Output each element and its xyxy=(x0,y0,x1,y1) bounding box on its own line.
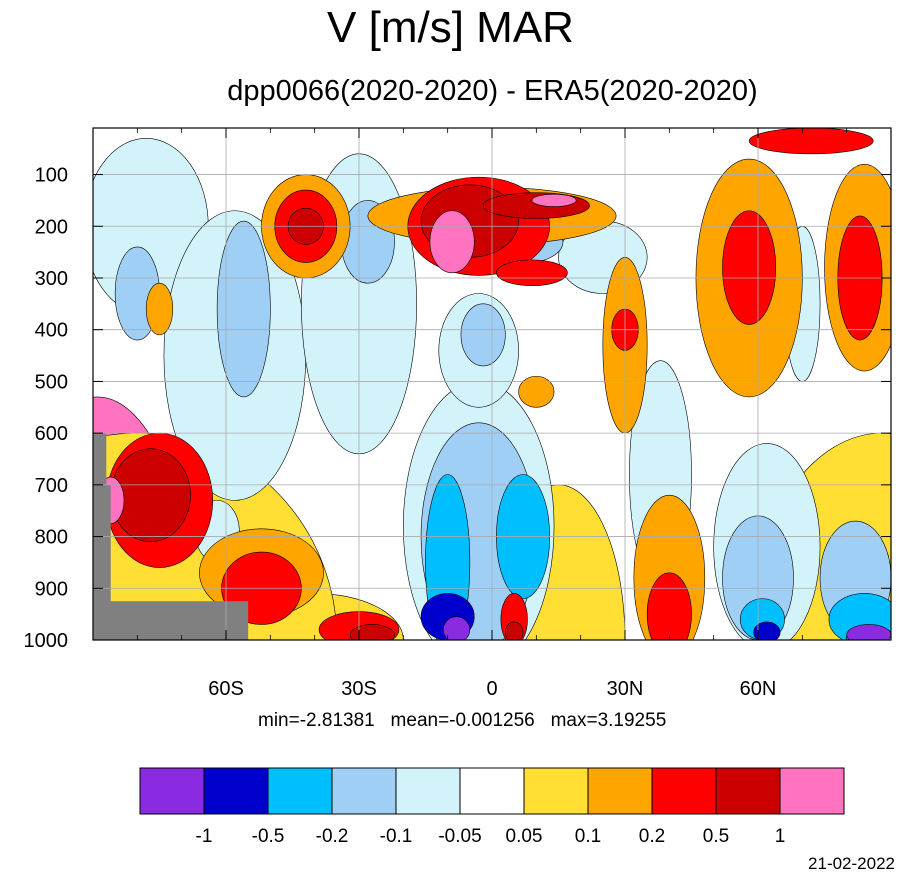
y-tick-label-9: 1000 xyxy=(24,630,69,652)
grid-lines xyxy=(93,128,891,640)
contour-blob-41 xyxy=(496,259,568,287)
contour-blob-59 xyxy=(646,572,692,640)
colorbar-box-4 xyxy=(395,767,461,815)
x-tick-label-1: 30S xyxy=(341,678,377,700)
stats-line: min=-2.81381 mean=-0.001256 max=3.19255 xyxy=(258,710,667,731)
y-tick-label-2: 300 xyxy=(35,268,68,290)
colorbar-box-6 xyxy=(523,767,589,815)
contour-blob-45 xyxy=(722,210,777,325)
contour-blob-18 xyxy=(460,303,506,367)
colorbar-box-8 xyxy=(651,767,717,815)
y-tick-label-0: 100 xyxy=(35,165,68,187)
colorbar-box-7 xyxy=(587,767,653,815)
y-tick-label-3: 400 xyxy=(35,320,68,342)
x-tick-label-3: 30N xyxy=(607,678,644,700)
contour-blob-48 xyxy=(748,128,874,155)
contour-blob-40 xyxy=(429,210,475,274)
contour-blob-61 xyxy=(518,375,555,408)
chart-title: V [m/s] MAR xyxy=(327,3,574,52)
contour-blob-26 xyxy=(753,621,781,640)
colorbar-box-0 xyxy=(139,767,205,815)
colorbar-label-9: 1 xyxy=(775,826,786,847)
colorbar-box-2 xyxy=(267,767,333,815)
colorbar-label-1: -0.5 xyxy=(252,826,285,847)
contour-blob-55 xyxy=(349,624,395,640)
contour-blob-16 xyxy=(442,616,471,640)
colorbar-label-0: -1 xyxy=(196,826,213,847)
x-tick-label-4: 60N xyxy=(740,678,777,700)
y-tick-label-6: 700 xyxy=(35,475,68,497)
x-tick-label-2: 0 xyxy=(486,678,497,700)
colorbar-label-7: 0.2 xyxy=(639,826,665,847)
y-tick-label-4: 500 xyxy=(35,371,68,393)
x-axis-ticks: 60S 30S 0 30N 60N xyxy=(136,128,848,700)
contour-blob-8 xyxy=(216,220,271,398)
contour-blob-29 xyxy=(846,624,891,640)
colorbar-label-3: -0.1 xyxy=(380,826,413,847)
colorbar-label-2: -0.2 xyxy=(316,826,349,847)
y-tick-label-5: 600 xyxy=(35,423,68,445)
contour-blob-39 xyxy=(531,193,577,207)
colorbar-box-3 xyxy=(331,767,397,815)
colorbar-label-4: -0.05 xyxy=(438,826,481,847)
colorbar-box-5 xyxy=(459,767,525,815)
y-tick-label-1: 200 xyxy=(35,216,68,238)
colorbar-label-5: 0.05 xyxy=(506,826,543,847)
y-tick-label-7: 800 xyxy=(35,527,68,549)
contour-blob-57 xyxy=(505,621,524,640)
colorbar-box-1 xyxy=(203,767,269,815)
colorbar-box-10 xyxy=(779,767,845,815)
colorbar-box-9 xyxy=(715,767,781,815)
contour-blob-60 xyxy=(145,282,174,336)
colorbar: -1 -0.5 -0.2 -0.1 -0.05 0.05 0.1 0.2 0.5 1 xyxy=(139,767,845,847)
x-tick-label-0: 60S xyxy=(208,678,244,700)
colorbar-label-6: 0.1 xyxy=(575,826,601,847)
missing-block-3 xyxy=(93,601,249,640)
y-tick-label-8: 900 xyxy=(35,578,68,600)
date-stamp: 21-02-2022 xyxy=(808,854,895,873)
colorbar-label-8: 0.5 xyxy=(703,826,729,847)
y-axis-ticks: 100 200 300 400 500 600 700 800 900 1000 xyxy=(24,165,891,652)
chart-subtitle: dpp0066(2020-2020) - ERA5(2020-2020) xyxy=(227,75,758,107)
